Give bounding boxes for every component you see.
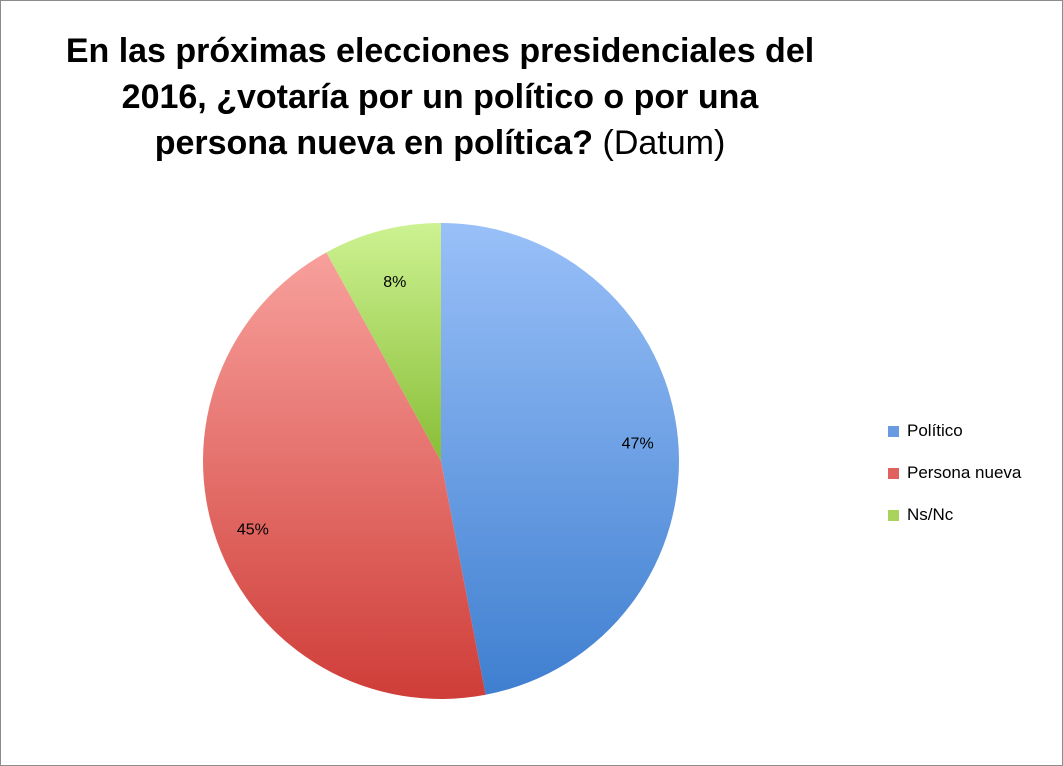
legend-label: Político bbox=[907, 421, 963, 440]
legend-label: Persona nueva bbox=[907, 463, 1022, 482]
legend-swatch bbox=[888, 509, 899, 521]
legend-swatch bbox=[888, 467, 899, 479]
slice-label-1: 47% bbox=[622, 435, 654, 452]
chart-title-suffix: (Datum) bbox=[602, 124, 726, 162]
legend-label: Ns/Nc bbox=[907, 505, 954, 524]
legend-item: Político bbox=[888, 410, 1021, 452]
pie-slice-3 bbox=[326, 223, 441, 461]
chart-title: En las próximas elecciones presidenciale… bbox=[60, 28, 820, 166]
chart-legend: Político Persona nueva Ns/Nc bbox=[888, 410, 1021, 536]
slice-label-3: 8% bbox=[383, 274, 406, 291]
legend-swatch bbox=[888, 425, 899, 437]
legend-item: Ns/Nc bbox=[888, 494, 1021, 536]
slice-label-2: 45% bbox=[237, 522, 269, 539]
pie-slice-2 bbox=[202, 252, 486, 700]
chart-title-main: En las próximas elecciones presidenciale… bbox=[65, 32, 815, 162]
legend-item: Persona nueva bbox=[888, 452, 1021, 494]
pie-slice-1 bbox=[441, 222, 680, 695]
